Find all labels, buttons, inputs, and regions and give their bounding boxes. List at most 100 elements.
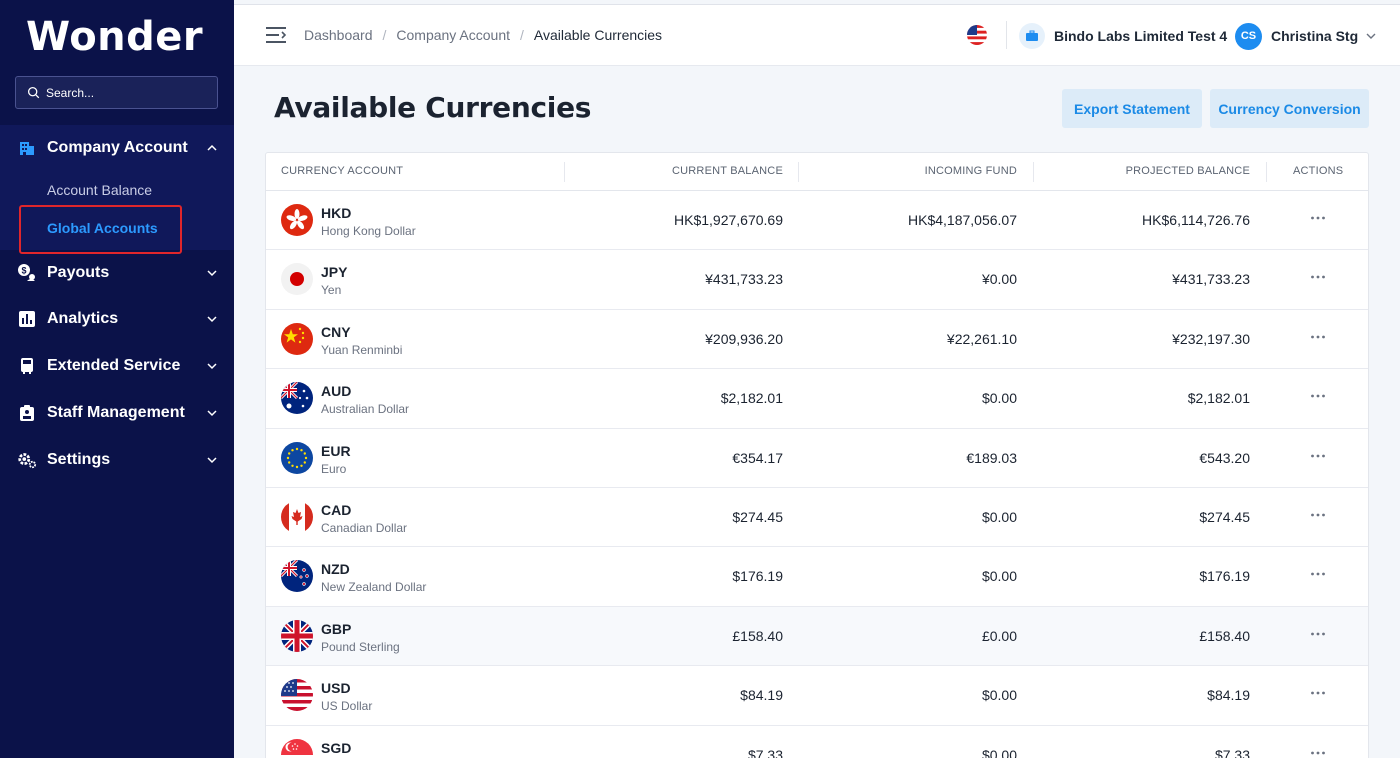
export-statement-button[interactable]: Export Statement (1062, 89, 1202, 128)
us-flag-language-icon[interactable] (967, 25, 987, 45)
column-header-current-balance: CURRENT BALANCE (672, 165, 783, 177)
search-icon (27, 86, 40, 99)
nav-account-balance[interactable]: Account Balance (47, 182, 153, 198)
building-icon (17, 138, 37, 158)
currency-name: Pound Sterling (321, 639, 400, 654)
breadcrumb-company-account[interactable]: Company Account (396, 27, 511, 43)
currency-code: CNY (321, 323, 351, 340)
gbp-flag-icon (281, 619, 313, 652)
more-actions-icon[interactable] (1310, 270, 1326, 284)
nav-global-accounts[interactable]: Global Accounts (47, 220, 158, 236)
more-actions-icon[interactable] (1310, 567, 1326, 581)
column-divider (798, 162, 799, 182)
projected-balance: $2,182.01 (1187, 390, 1250, 407)
projected-balance: $274.45 (1199, 508, 1250, 525)
currency-name: Yuan Renminbi (321, 342, 403, 357)
briefcase-icon (1019, 23, 1045, 49)
nav-analytics-header[interactable]: Analytics (0, 296, 234, 342)
breadcrumb: Dashboard / Company Account / Available … (304, 27, 672, 43)
top-bar: Dashboard / Company Account / Available … (234, 4, 1400, 66)
currency-code: EUR (321, 442, 351, 459)
column-divider (1266, 162, 1267, 182)
nav-staff-management-header[interactable]: Staff Management (0, 390, 234, 436)
search-input[interactable] (46, 85, 206, 100)
nav-extended-service-label: Extended Service (47, 357, 181, 374)
projected-balance: $176.19 (1199, 568, 1250, 585)
breadcrumb-separator: / (520, 27, 524, 43)
incoming-fund: £0.00 (981, 627, 1017, 644)
nav-settings-header[interactable]: Settings (0, 437, 234, 483)
nav-analytics: Analytics (0, 296, 234, 342)
column-header-actions: ACTIONS (1293, 165, 1344, 177)
currency-name: Australian Dollar (321, 402, 410, 417)
incoming-fund: $0.00 (981, 508, 1017, 525)
nav-company-account-header[interactable]: Company Account (0, 125, 234, 171)
chevron-down-icon (1366, 33, 1376, 39)
breadcrumb-dashboard[interactable]: Dashboard (304, 27, 373, 43)
eur-flag-icon (281, 441, 313, 474)
column-header-projected-balance: PROJECTED BALANCE (1125, 165, 1250, 177)
currency-code: AUD (321, 383, 352, 400)
currency-code: NZD (321, 561, 350, 578)
table-row: CNY Yuan Renminbi ¥209,936.20 ¥22,261.10… (266, 310, 1368, 370)
sidebar: Wonder Company Account Account Balance G… (0, 0, 234, 758)
more-actions-icon[interactable] (1310, 449, 1326, 463)
aud-flag-icon (281, 382, 313, 415)
projected-balance: ¥431,733.23 (1172, 271, 1250, 288)
table-row: USD US Dollar $84.19 $0.00 $84.19 (266, 666, 1368, 726)
currency-name: Hong Kong Dollar (321, 224, 416, 238)
menu-toggle-icon[interactable] (265, 25, 287, 45)
more-actions-icon[interactable] (1310, 746, 1326, 758)
page-title: Available Currencies (274, 91, 592, 124)
incoming-fund: ¥0.00 (981, 271, 1017, 288)
currency-name: New Zealand Dollar (321, 580, 427, 595)
current-balance: $2,182.01 (720, 390, 783, 407)
projected-balance: €543.20 (1199, 449, 1250, 466)
current-balance: ¥431,733.23 (705, 271, 783, 288)
nav-company-account-label: Company Account (47, 139, 188, 156)
column-divider (1033, 162, 1034, 182)
user-menu[interactable]: CS Christina Stg (1235, 22, 1376, 50)
currency-conversion-button[interactable]: Currency Conversion (1210, 89, 1369, 128)
projected-balance: $7.33 (1214, 746, 1250, 758)
chevron-down-icon (207, 410, 217, 417)
projected-balance: ¥232,197.30 (1172, 330, 1250, 347)
chevron-up-icon (207, 144, 217, 151)
company-selector[interactable]: Bindo Labs Limited Test 4 (1019, 22, 1227, 50)
current-balance: $176.19 (732, 568, 783, 585)
more-actions-icon[interactable] (1310, 627, 1326, 641)
projected-balance: $84.19 (1207, 687, 1250, 704)
more-actions-icon[interactable] (1310, 508, 1326, 522)
usd-flag-icon (281, 679, 313, 712)
nav-payouts-header[interactable]: $ Payouts (0, 250, 234, 296)
projected-balance: £158.40 (1199, 627, 1250, 644)
more-actions-icon[interactable] (1310, 330, 1326, 344)
projected-balance: HK$6,114,726.76 (1142, 212, 1250, 228)
column-header-incoming-fund: INCOMING FUND (924, 165, 1017, 177)
search-box[interactable] (15, 76, 218, 109)
payouts-icon: $ (17, 263, 37, 283)
table-row: SGD $7.33 $0.00 $7.33 (266, 726, 1368, 758)
company-name: Bindo Labs Limited Test 4 (1054, 28, 1228, 44)
table-row: CAD Canadian Dollar $274.45 $0.00 $274.4… (266, 488, 1368, 548)
table-row: GBP Pound Sterling £158.40 £0.00 £158.40 (266, 606, 1368, 667)
more-actions-icon[interactable] (1310, 686, 1326, 700)
more-actions-icon[interactable] (1310, 389, 1326, 403)
table-header: CURRENCY ACCOUNT CURRENT BALANCE INCOMIN… (266, 153, 1368, 191)
table-row: EUR Euro €354.17 €189.03 €543.20 (266, 429, 1368, 488)
more-actions-icon[interactable] (1310, 211, 1326, 225)
nav-extended-service-header[interactable]: Extended Service (0, 343, 234, 389)
incoming-fund: ¥22,261.10 (946, 330, 1017, 347)
currency-code: GBP (321, 620, 352, 637)
current-balance: €354.17 (732, 449, 783, 466)
current-balance: ¥209,936.20 (705, 330, 783, 347)
chevron-down-icon (207, 363, 217, 370)
incoming-fund: €189.03 (966, 449, 1017, 466)
currency-name: US Dollar (321, 699, 373, 714)
nav-payouts: $ Payouts (0, 250, 234, 296)
chevron-down-icon (207, 270, 217, 277)
breadcrumb-separator: / (382, 27, 387, 43)
current-balance: $84.19 (740, 687, 783, 704)
table-row: NZD New Zealand Dollar $176.19 $0.00 $17… (266, 547, 1368, 607)
wonder-logo[interactable]: Wonder (26, 14, 204, 60)
